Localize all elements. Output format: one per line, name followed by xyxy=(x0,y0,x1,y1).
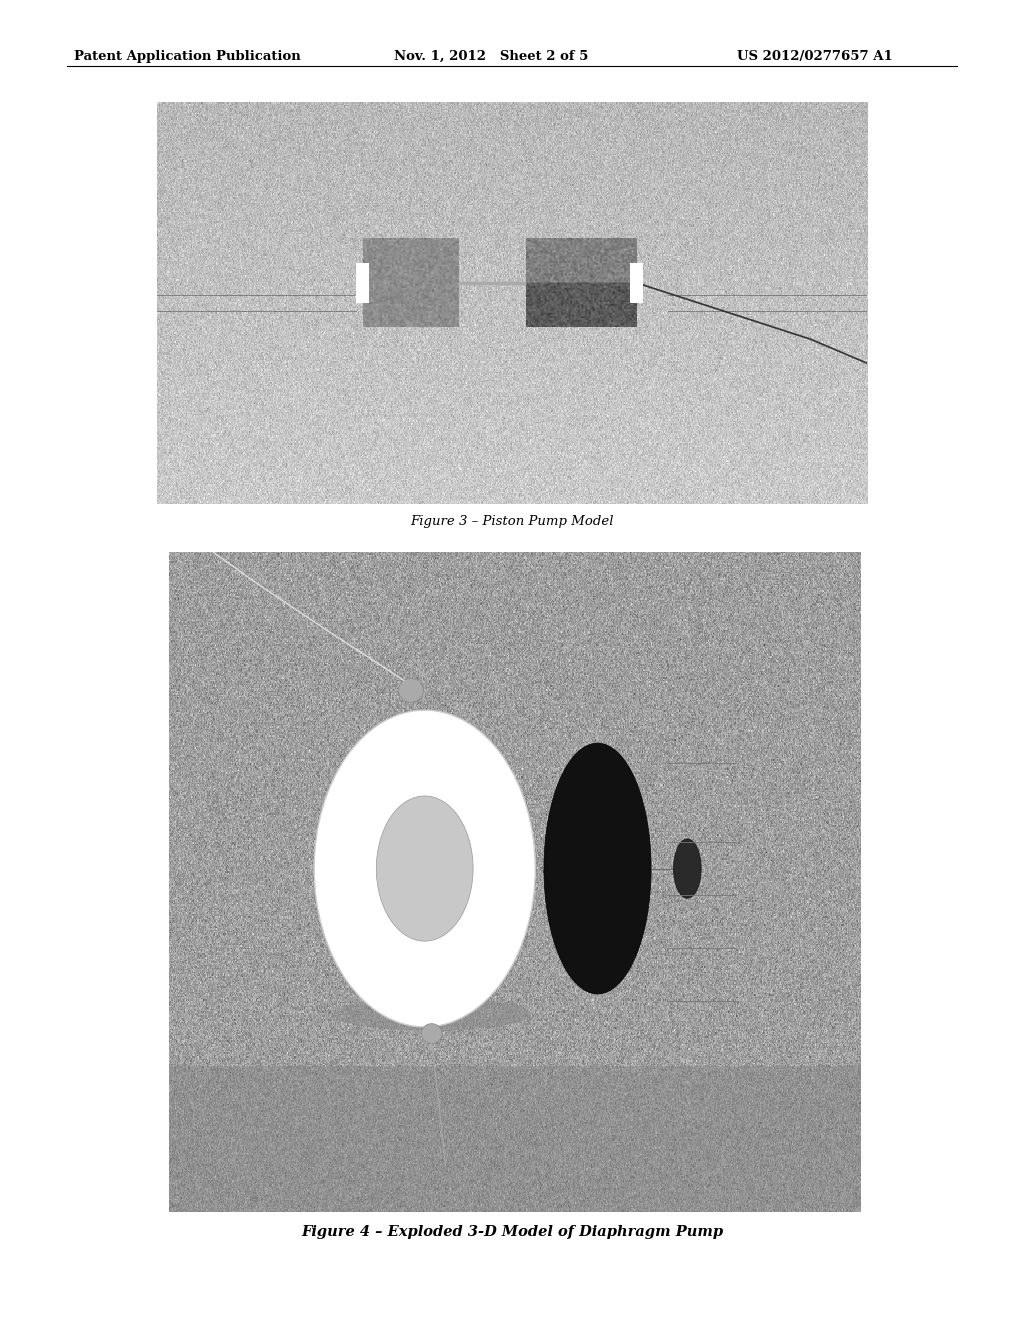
Circle shape xyxy=(398,678,423,702)
Text: US 2012/0277657 A1: US 2012/0277657 A1 xyxy=(737,50,893,63)
Ellipse shape xyxy=(674,840,701,899)
Circle shape xyxy=(421,1024,442,1043)
Ellipse shape xyxy=(332,998,531,1031)
Text: Figure 3 – Piston Pump Model: Figure 3 – Piston Pump Model xyxy=(411,515,613,528)
Ellipse shape xyxy=(314,710,536,1027)
Ellipse shape xyxy=(544,743,651,994)
Bar xyxy=(630,263,643,302)
Text: Nov. 1, 2012   Sheet 2 of 5: Nov. 1, 2012 Sheet 2 of 5 xyxy=(394,50,589,63)
Text: Figure 4 – Exploded 3-D Model of Diaphragm Pump: Figure 4 – Exploded 3-D Model of Diaphra… xyxy=(301,1225,723,1239)
Ellipse shape xyxy=(377,796,473,941)
Text: Patent Application Publication: Patent Application Publication xyxy=(74,50,300,63)
Bar xyxy=(356,263,370,302)
